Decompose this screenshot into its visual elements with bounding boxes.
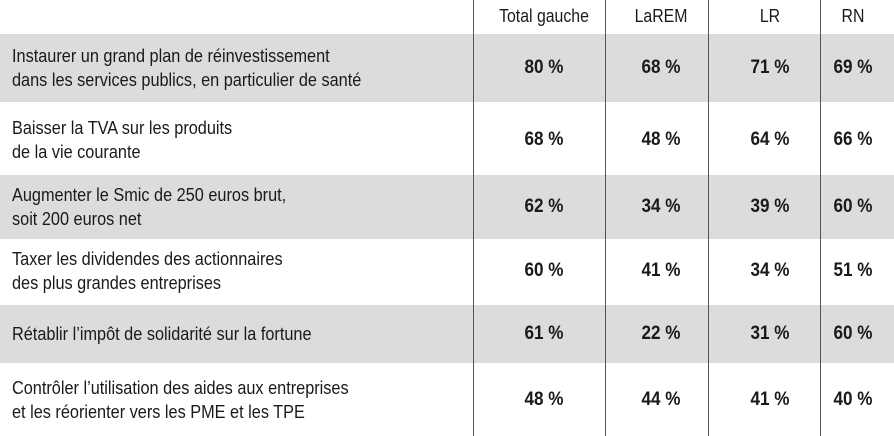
column-divider (820, 0, 821, 436)
data-cell: 60 % (524, 260, 564, 281)
row-label: Augmenter le Smic de 250 euros brut, soi… (12, 184, 287, 229)
table-row: Augmenter le Smic de 250 euros brut, soi… (0, 175, 894, 239)
data-cell: 68 % (524, 129, 564, 150)
data-cell: 66 % (833, 129, 873, 150)
row-label: Baisser la TVA sur les produits de la vi… (12, 117, 233, 162)
data-cell: 62 % (524, 196, 564, 217)
table-row: Rétablir l’impôt de solidarité sur la fo… (0, 305, 894, 363)
data-cell: 48 % (641, 129, 681, 150)
column-header: Total gauche (499, 5, 589, 26)
table-row: Instaurer un grand plan de réinvestissem… (0, 34, 894, 102)
data-cell: 60 % (833, 323, 873, 344)
column-divider (708, 0, 709, 436)
data-cell: 71 % (750, 57, 790, 78)
column-header: LaREM (634, 5, 688, 26)
data-cell: 48 % (524, 389, 564, 410)
column-divider (473, 0, 474, 436)
data-cell: 68 % (641, 57, 681, 78)
data-cell: 80 % (524, 57, 564, 78)
data-cell: 22 % (641, 323, 681, 344)
data-cell: 34 % (641, 196, 681, 217)
table-row: Baisser la TVA sur les produits de la vi… (0, 108, 894, 172)
column-divider (605, 0, 606, 436)
data-cell: 40 % (833, 389, 873, 410)
row-label: Taxer les dividendes des actionnaires de… (12, 248, 283, 293)
data-cell: 69 % (833, 57, 873, 78)
data-cell: 41 % (641, 260, 681, 281)
data-cell: 41 % (750, 389, 790, 410)
data-cell: 34 % (750, 260, 790, 281)
data-cell: 61 % (524, 323, 564, 344)
row-label: Rétablir l’impôt de solidarité sur la fo… (12, 323, 312, 344)
row-label: Instaurer un grand plan de réinvestissem… (12, 45, 362, 90)
data-cell: 60 % (833, 196, 873, 217)
column-header: RN (841, 5, 865, 26)
row-label: Contrôler l’utilisation des aides aux en… (12, 377, 349, 422)
data-cell: 64 % (750, 129, 790, 150)
data-cell: 51 % (833, 260, 873, 281)
column-header: LR (759, 5, 781, 26)
data-cell: 31 % (750, 323, 790, 344)
data-cell: 44 % (641, 389, 681, 410)
table-row: Taxer les dividendes des actionnaires de… (0, 241, 894, 301)
data-cell: 39 % (750, 196, 790, 217)
table-row: Contrôler l’utilisation des aides aux en… (0, 367, 894, 433)
